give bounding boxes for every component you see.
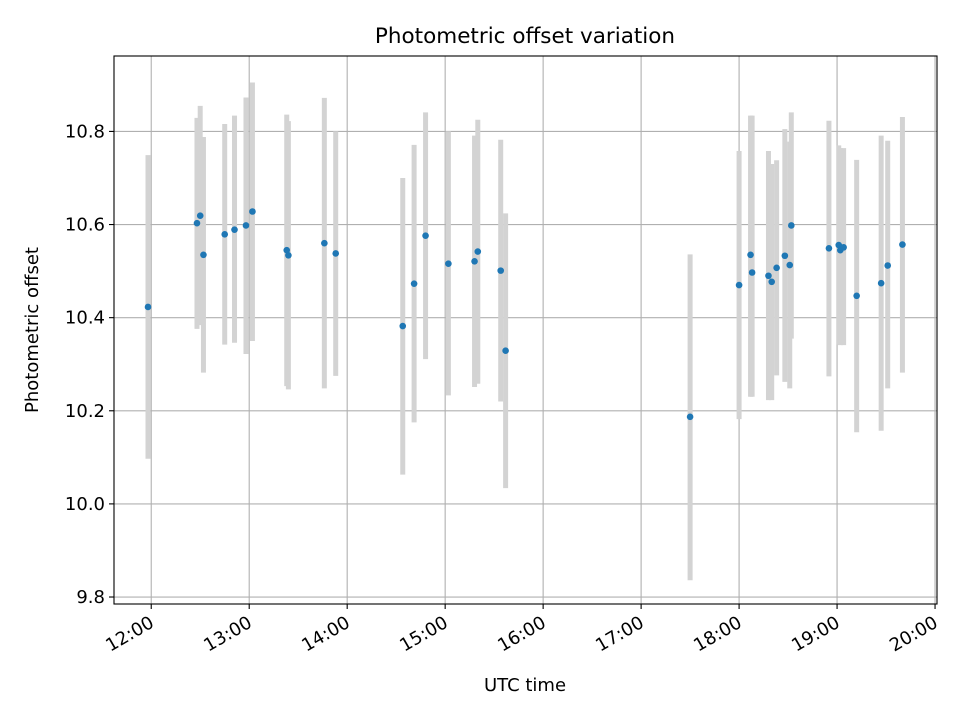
y-tick-label: 10.0 <box>65 494 105 515</box>
data-point <box>321 239 328 247</box>
chart-title: Photometric offset variation <box>375 24 675 49</box>
axes-frame <box>113 55 938 605</box>
data-point <box>144 303 152 311</box>
data-point <box>231 226 238 233</box>
data-point <box>332 250 340 257</box>
data-point <box>747 251 754 259</box>
data-point <box>221 231 229 238</box>
data-point <box>249 208 256 215</box>
data-point <box>422 232 429 240</box>
y-axis-ticks: 9.8 10.0 10.2 10.4 10.6 10.8 <box>65 121 114 608</box>
data-point <box>497 267 505 274</box>
data-point <box>196 212 204 219</box>
data-point <box>242 222 250 229</box>
data-point <box>825 244 833 252</box>
data-point <box>765 272 772 280</box>
data-point <box>283 246 291 254</box>
data-point <box>899 241 906 248</box>
data-point <box>200 251 207 259</box>
y-tick-label: 10.4 <box>65 308 105 329</box>
data-point <box>471 258 478 265</box>
data-point <box>781 252 789 260</box>
y-tick-label: 10.2 <box>65 401 105 422</box>
data-point <box>786 261 794 269</box>
data-point <box>748 269 756 276</box>
data-point <box>686 413 694 421</box>
data-point <box>445 260 452 267</box>
y-tick-label: 9.8 <box>76 587 105 608</box>
data-point <box>768 278 776 286</box>
data-point <box>788 222 795 229</box>
data-point <box>835 241 843 249</box>
data-point <box>735 281 743 289</box>
y-axis-label: Photometric offset <box>22 247 43 413</box>
data-points <box>144 208 906 421</box>
data-point <box>474 248 482 255</box>
data-point <box>840 244 847 251</box>
data-point <box>502 347 509 355</box>
data-point <box>877 279 885 287</box>
data-point <box>410 280 418 287</box>
data-point <box>853 292 860 300</box>
data-point <box>193 219 201 227</box>
data-point <box>773 264 780 272</box>
x-axis-label: UTC time <box>484 675 566 696</box>
data-point <box>285 251 292 259</box>
data-point <box>884 262 892 269</box>
y-tick-label: 10.6 <box>65 215 105 236</box>
data-point <box>399 322 407 330</box>
y-tick-label: 10.8 <box>65 121 105 142</box>
